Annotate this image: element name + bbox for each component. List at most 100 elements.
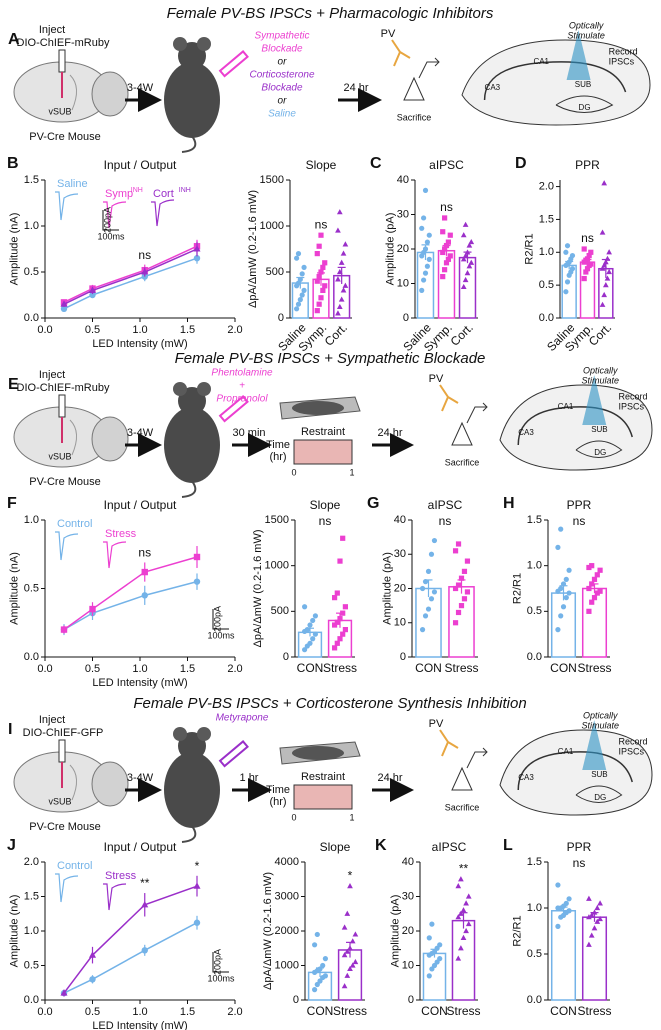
y-axis-label: ΔpA/ΔmW (0.2-1.6 mW) [252, 530, 264, 648]
data-point [302, 604, 308, 610]
y-tick-label: 0.5 [24, 959, 39, 971]
data-point [560, 604, 567, 610]
syringe [218, 395, 249, 423]
y-tick-label: 0.5 [24, 582, 39, 594]
data-point [586, 895, 592, 901]
area-label: CA3 [518, 773, 534, 782]
data-point [465, 920, 472, 927]
light-beam [582, 375, 607, 425]
bar [422, 952, 447, 1001]
region-label: vSUB [48, 451, 71, 461]
data-point [342, 627, 348, 633]
panel-label: H [503, 495, 515, 512]
series-line [63, 245, 198, 304]
dg-layer [575, 785, 623, 803]
data-point [341, 924, 348, 930]
data-point [458, 603, 465, 609]
data-point [422, 270, 429, 276]
data-point [431, 589, 438, 595]
data-point [581, 275, 587, 282]
pv-neuron-dendrite [439, 384, 459, 412]
slice [499, 384, 653, 471]
data-point [421, 277, 427, 283]
data-point [193, 882, 201, 889]
y-tick-label: 1.5 [527, 856, 542, 868]
data-point [564, 243, 571, 249]
y-tick-label: 500 [271, 605, 289, 617]
data-point [320, 264, 326, 270]
data-point [332, 595, 338, 601]
wait-label: 3-4W [127, 772, 154, 784]
x-tick-label: CON [550, 1004, 577, 1018]
y-tick-label: 0.0 [24, 994, 39, 1006]
inset-trace [55, 531, 79, 561]
record-label: IPSCs [619, 746, 645, 756]
panel-label: G [367, 495, 379, 512]
time-tick: 0 [291, 812, 296, 822]
y-tick-label: 40 [402, 856, 414, 868]
series-line [63, 248, 198, 305]
data-point [312, 631, 318, 637]
data-point [425, 568, 432, 574]
data-point [566, 567, 572, 573]
data-point [558, 585, 564, 592]
legend-label: Saline [57, 178, 88, 190]
x-tick-label: 1.0 [132, 1006, 147, 1018]
stimulate-label: Optically [569, 20, 604, 30]
data-point [342, 604, 348, 610]
scale-bar-x: 100ms [207, 973, 235, 983]
chart-title: Input / Output [104, 498, 177, 512]
y-axis-label: Amplitude (nA) [8, 552, 20, 625]
panel-label: F [7, 495, 17, 512]
time-tick: 0 [291, 467, 296, 477]
data-point [589, 563, 595, 569]
record-label: Record [619, 736, 648, 746]
data-point [588, 249, 594, 255]
data-point [424, 239, 430, 245]
data-point [193, 578, 201, 585]
data-point [304, 627, 310, 633]
significance: ns [138, 546, 151, 560]
delay-label: 24 hr [377, 427, 402, 439]
series-line [63, 257, 198, 310]
data-point [141, 900, 149, 908]
data-point [299, 271, 305, 277]
data-point [341, 983, 348, 989]
significance: ns [573, 514, 586, 528]
y-axis-label: R2/R1 [511, 915, 523, 946]
data-point [294, 306, 300, 312]
restraint-label: Restraint [301, 426, 345, 438]
y-axis-label: R2/R1 [511, 573, 523, 604]
data-point [307, 622, 313, 628]
y-tick-label: 0 [283, 651, 289, 663]
chart-title: PPR [567, 840, 592, 854]
data-point [295, 301, 302, 307]
data-point [141, 268, 149, 275]
y-tick-label: 1.0 [24, 925, 39, 937]
chart-title: Slope [320, 840, 351, 854]
data-point [460, 232, 467, 238]
data-point [428, 551, 435, 557]
area-label: SUB [575, 80, 591, 89]
data-point [599, 229, 606, 235]
y-tick-label: 40 [397, 174, 409, 186]
y-tick-label: 1.5 [24, 890, 39, 902]
data-point [316, 243, 322, 249]
y-axis-label: Amplitude (nA) [8, 895, 20, 968]
chart-title: aIPSC [428, 498, 463, 512]
x-tick-label: Cort. [448, 320, 476, 348]
data-point [563, 595, 569, 601]
data-point [312, 942, 318, 948]
scale-bar-y: 200pA [102, 207, 112, 233]
data-point [589, 599, 595, 605]
inject-label: Inject [39, 369, 65, 381]
chart-title: PPR [575, 158, 600, 172]
x-tick-label: 0.5 [85, 324, 100, 336]
region-label: vSUB [48, 106, 71, 116]
inset-trace [103, 883, 127, 911]
significance: ** [459, 861, 469, 875]
significance: * [195, 859, 200, 873]
chart-title: Slope [306, 158, 337, 172]
data-point [422, 246, 429, 252]
data-point [422, 613, 429, 619]
